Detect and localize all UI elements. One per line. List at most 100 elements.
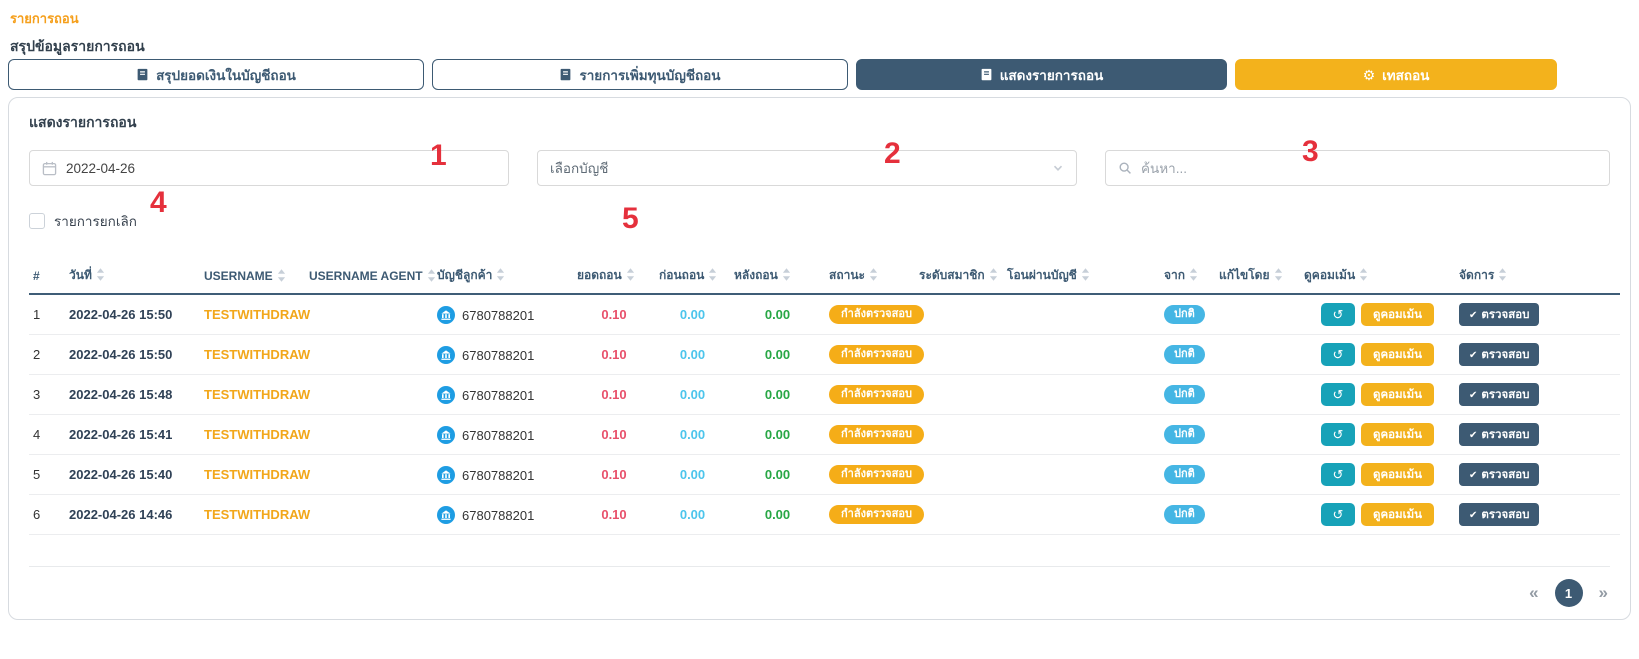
column-header[interactable]: โอนผ่านบัญชี (1003, 258, 1160, 295)
row-from: ปกติ (1160, 374, 1215, 415)
column-header[interactable]: บัญชีลูกค้า (433, 258, 573, 295)
history-button[interactable]: ↺ (1320, 503, 1355, 526)
row-from: ปกติ (1160, 414, 1215, 455)
table-row: 5 2022-04-26 15:40 TESTWITHDRAW 6780788201 0… (29, 454, 1620, 495)
history-button[interactable]: ↺ (1320, 383, 1355, 406)
account-number: 6780788201 (462, 387, 535, 403)
column-header[interactable]: USERNAME (200, 258, 305, 295)
column-label: ระดับสมาชิก (919, 268, 985, 282)
sort-icon[interactable] (427, 268, 436, 282)
sort-icon[interactable] (782, 268, 791, 281)
bank-icon (437, 305, 455, 324)
view-comment-button[interactable]: ดูคอมเม้น (1360, 463, 1435, 486)
column-label: # (33, 268, 40, 283)
sort-icon[interactable] (708, 268, 717, 281)
row-customer-account: 6780788201 (433, 374, 573, 415)
row-username-agent (305, 294, 433, 335)
row-balance-before: 0.00 (655, 494, 730, 535)
sort-icon[interactable] (869, 268, 878, 281)
row-username-agent (305, 414, 433, 455)
view-comment-button[interactable]: ดูคอมเม้น (1360, 383, 1435, 406)
view-comment-button[interactable]: ดูคอมเม้น (1360, 303, 1435, 326)
account-select-value: เลือกบัญชี (550, 161, 609, 176)
row-status: กำลังตรวจสอบ (825, 414, 924, 455)
verify-button[interactable]: ✔ ตรวจสอบ (1459, 463, 1540, 486)
search-input[interactable] (1141, 160, 1597, 176)
pagination-current-page[interactable]: 1 (1554, 579, 1583, 607)
column-header[interactable]: USERNAME AGENT (305, 258, 436, 295)
row-edited-by (1215, 334, 1300, 375)
column-header[interactable]: ระดับสมาชิก (915, 258, 1003, 295)
row-manage-actions: ✔ ตรวจสอบ (1455, 454, 1620, 495)
tab-add-fund-withdraw-account[interactable]: รายการเพิ่มทุนบัญชีถอน (432, 59, 848, 90)
bank-icon (437, 425, 455, 444)
row-status: กำลังตรวจสอบ (825, 294, 924, 335)
tab-summary-withdraw-balance[interactable]: สรุปยอดเงินในบัญชีถอน (8, 59, 424, 90)
column-header[interactable]: จัดการ (1455, 258, 1620, 295)
view-comment-button[interactable]: ดูคอมเม้น (1360, 503, 1435, 526)
table-row: 4 2022-04-26 15:41 TESTWITHDRAW 6780788201 0… (29, 414, 1620, 455)
cancelled-checkbox[interactable] (29, 213, 45, 229)
column-header[interactable]: วันที่ (65, 258, 200, 295)
row-datetime: 2022-04-26 15:50 (65, 294, 200, 335)
history-button[interactable]: ↺ (1320, 423, 1355, 446)
date-picker[interactable] (29, 150, 509, 186)
view-comment-button[interactable]: ดูคอมเม้น (1360, 423, 1435, 446)
row-customer-account: 6780788201 (433, 454, 573, 495)
pagination: « 1 » (29, 579, 1610, 607)
history-button[interactable]: ↺ (1320, 343, 1355, 366)
history-button[interactable]: ↺ (1320, 303, 1355, 326)
withdraw-table: # วันที่ USERNAME USERNAME AGENT บัญชีลูกค้า… (29, 258, 1620, 535)
sort-icon[interactable] (1081, 268, 1090, 281)
check-icon: ✔ (1469, 429, 1478, 441)
column-header[interactable]: จาก (1160, 258, 1215, 295)
search-icon (1118, 161, 1132, 175)
row-transfer-account (1003, 454, 1160, 495)
row-member-level (915, 454, 1003, 495)
tab-show-withdraw-list[interactable]: แสดงรายการถอน (856, 59, 1227, 90)
view-comment-button[interactable]: ดูคอมเม้น (1360, 343, 1435, 366)
column-header[interactable]: หลังถอน (730, 258, 825, 295)
verify-button[interactable]: ✔ ตรวจสอบ (1459, 303, 1540, 326)
tab-test-withdraw[interactable]: ⚙ เทสถอน (1235, 59, 1557, 90)
sort-icon[interactable] (496, 268, 505, 281)
verify-button[interactable]: ✔ ตรวจสอบ (1459, 383, 1540, 406)
row-balance-after: 0.00 (730, 294, 825, 335)
breadcrumb[interactable]: รายการถอน (10, 11, 79, 26)
status-badge: กำลังตรวจสอบ (829, 465, 924, 484)
sort-icon[interactable] (277, 268, 286, 282)
sort-icon[interactable] (1498, 268, 1507, 281)
column-header[interactable]: ดูคอมเม้น (1300, 258, 1455, 295)
history-button[interactable]: ↺ (1320, 463, 1355, 486)
row-username-agent (305, 454, 433, 495)
row-balance-after: 0.00 (730, 334, 825, 375)
column-header[interactable]: สถานะ (825, 258, 915, 295)
sort-icon[interactable] (1274, 268, 1283, 281)
row-index: 5 (29, 454, 65, 495)
pagination-prev-button[interactable]: « (1529, 583, 1539, 602)
sort-icon[interactable] (1189, 268, 1198, 281)
sort-icon[interactable] (989, 268, 998, 281)
account-select[interactable]: เลือกบัญชี (537, 150, 1077, 186)
tab-label: เทสถอน (1382, 67, 1430, 83)
column-header[interactable]: ก่อนถอน (655, 258, 730, 295)
verify-button[interactable]: ✔ ตรวจสอบ (1459, 423, 1540, 446)
row-manage-actions: ✔ ตรวจสอบ (1455, 294, 1620, 335)
column-header[interactable]: แก้ไขโดย (1215, 258, 1300, 295)
column-header[interactable]: ยอดถอน (573, 258, 655, 295)
sort-icon[interactable] (626, 268, 635, 281)
row-status: กำลังตรวจสอบ (825, 454, 924, 495)
pagination-next-button[interactable]: » (1598, 583, 1608, 602)
date-input[interactable] (66, 160, 496, 176)
sort-icon[interactable] (1359, 268, 1368, 281)
verify-button[interactable]: ✔ ตรวจสอบ (1459, 503, 1540, 526)
verify-button[interactable]: ✔ ตรวจสอบ (1459, 343, 1540, 366)
calendar-icon (42, 161, 57, 176)
tab-label: แสดงรายการถอน (999, 67, 1104, 83)
status-badge: กำลังตรวจสอบ (829, 345, 924, 364)
search-field[interactable] (1105, 150, 1610, 186)
cancelled-filter: รายการยกเลิก (29, 210, 1610, 232)
sort-icon[interactable] (96, 268, 105, 281)
row-balance-before: 0.00 (655, 374, 730, 415)
column-label: หลังถอน (734, 268, 778, 282)
